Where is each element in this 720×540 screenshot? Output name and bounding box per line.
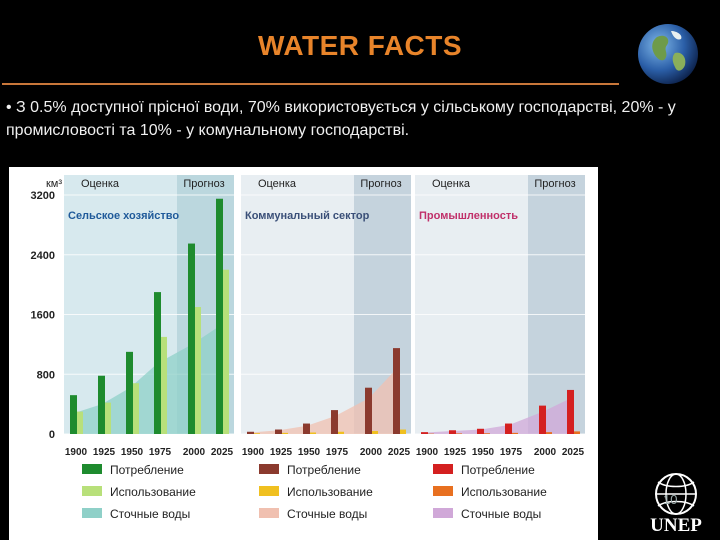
consumption-bar <box>188 243 195 434</box>
use-bar <box>133 383 139 434</box>
panel-title: Сельское хозяйство <box>68 210 179 222</box>
use-bar <box>338 431 344 434</box>
globe-icon <box>638 24 698 84</box>
legend-swatch <box>259 486 279 496</box>
water-use-chart: км³ 0 800 1600 2400 3200 Оценка Прогноз Сельское… <box>31 175 585 521</box>
consumption-bar <box>539 405 546 434</box>
title-divider <box>2 83 619 85</box>
consumption-bar <box>393 348 400 434</box>
x-tick-label: 2000 <box>534 447 557 458</box>
consumption-bar <box>365 387 372 434</box>
use-bar <box>282 432 288 434</box>
legend-label: Сточные воды <box>287 507 367 521</box>
x-tick-label: 1950 <box>472 447 495 458</box>
use-bar <box>195 307 201 434</box>
legend-label: Потребление <box>110 463 184 477</box>
wastewater-area <box>425 398 571 434</box>
forecast-region <box>528 175 585 434</box>
use-bar <box>77 411 83 434</box>
legend-label: Использование <box>110 485 196 499</box>
consumption-bar <box>126 351 133 434</box>
unep-logo-icon <box>655 473 697 515</box>
unep-logo-text: UNEP <box>650 515 702 536</box>
consumption-bar <box>98 375 105 434</box>
consumption-bar <box>449 430 456 434</box>
use-bar <box>254 433 260 434</box>
use-bar <box>372 431 378 434</box>
y-unit-label: км³ <box>46 178 62 190</box>
legend-swatch <box>433 508 453 518</box>
use-bar <box>223 269 229 434</box>
x-tick-label: 2025 <box>211 447 234 458</box>
x-tick-label: 1975 <box>149 447 172 458</box>
x-tick-label: 2025 <box>562 447 585 458</box>
x-tick-label: 1900 <box>242 447 265 458</box>
use-bar <box>574 431 580 434</box>
assessment-label: Оценка <box>432 178 471 190</box>
panel-title: Коммунальный сектор <box>245 210 370 222</box>
forecast-label: Прогноз <box>183 178 224 190</box>
legend-label: Потребление <box>461 463 535 477</box>
legend-swatch <box>82 508 102 518</box>
y-tick-label: 1600 <box>31 310 55 322</box>
x-tick-label: 1950 <box>121 447 144 458</box>
panel-title: Промышленность <box>419 210 518 222</box>
x-tick-label: 1950 <box>298 447 321 458</box>
consumption-bar <box>477 428 484 434</box>
x-tick-label: 1925 <box>93 447 116 458</box>
consumption-bar <box>247 431 254 434</box>
use-bar <box>456 433 462 434</box>
assessment-label: Оценка <box>81 178 120 190</box>
use-bar <box>546 432 552 434</box>
y-tick-label: 800 <box>37 369 55 381</box>
legend-swatch <box>433 486 453 496</box>
slide-title: WATER FACTS <box>257 30 463 61</box>
consumption-bar <box>331 410 338 434</box>
forecast-label: Прогноз <box>534 178 575 190</box>
chart-panel: км³ 0 800 1600 2400 3200 Оценка Прогноз Сельское… <box>9 167 598 540</box>
use-bar <box>161 336 167 434</box>
consumption-bar <box>303 423 310 434</box>
x-tick-label: 2025 <box>388 447 411 458</box>
page-number: 10 <box>663 492 678 507</box>
legend-swatch <box>82 486 102 496</box>
consumption-bar <box>154 292 161 434</box>
legend-label: Потребление <box>287 463 361 477</box>
x-tick-label: 1925 <box>444 447 467 458</box>
legend-label: Использование <box>287 485 373 499</box>
legend-label: Сточные воды <box>461 507 541 521</box>
wastewater-area <box>251 368 397 434</box>
legend-swatch <box>259 464 279 474</box>
x-tick-label: 1900 <box>416 447 439 458</box>
y-tick-label: 3200 <box>31 190 55 202</box>
use-bar <box>400 429 406 434</box>
use-bar <box>512 432 518 434</box>
consumption-bar <box>567 389 574 434</box>
x-tick-label: 1975 <box>326 447 349 458</box>
legend-label: Использование <box>461 485 547 499</box>
legend-swatch <box>259 508 279 518</box>
consumption-bar <box>421 432 428 434</box>
consumption-bar <box>70 395 77 434</box>
use-bar <box>105 402 111 434</box>
x-tick-label: 2000 <box>360 447 383 458</box>
consumption-bar <box>216 198 223 434</box>
legend-label: Сточные воды <box>110 507 190 521</box>
use-bar <box>310 432 316 434</box>
forecast-label: Прогноз <box>360 178 401 190</box>
x-tick-label: 1925 <box>270 447 293 458</box>
x-tick-label: 1975 <box>500 447 523 458</box>
consumption-bar <box>275 429 282 434</box>
consumption-bar <box>505 423 512 434</box>
x-tick-label: 2000 <box>183 447 206 458</box>
bullet-text: • З 0.5% доступної прісної води, 70% вик… <box>6 99 676 139</box>
legend-swatch <box>433 464 453 474</box>
y-tick-label: 2400 <box>31 250 55 262</box>
use-bar <box>484 433 490 434</box>
x-tick-label: 1900 <box>65 447 88 458</box>
y-tick-label: 0 <box>49 429 55 441</box>
assessment-label: Оценка <box>258 178 297 190</box>
legend-swatch <box>82 464 102 474</box>
